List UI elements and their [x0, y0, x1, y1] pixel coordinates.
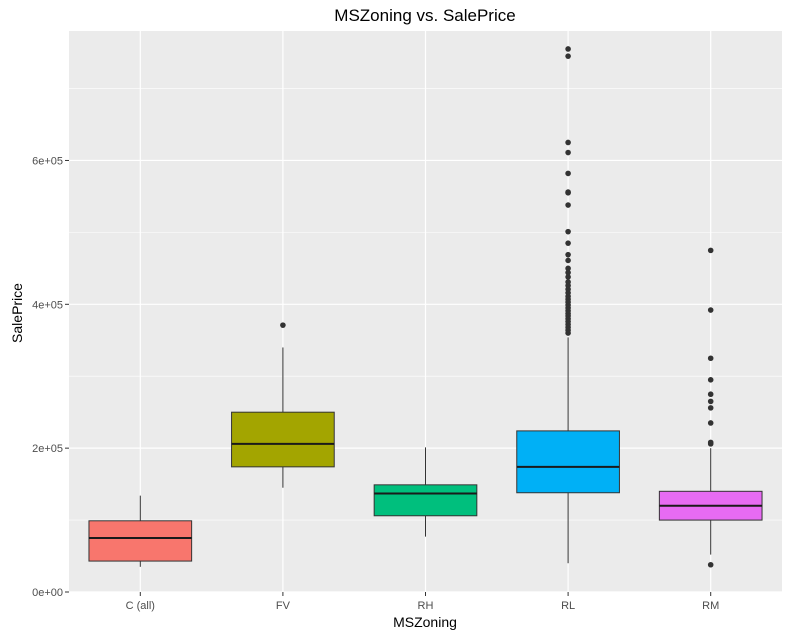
outlier-point: [565, 202, 571, 208]
outlier-point: [707, 439, 714, 446]
box-iqr: [231, 411, 335, 468]
y-axis-title: SalePrice: [9, 283, 25, 343]
outlier-point: [707, 391, 714, 398]
x-axis-title: MSZoning: [393, 614, 457, 630]
outlier-point: [565, 46, 571, 52]
x-axis: C (all) FV RH RL RM: [126, 592, 719, 612]
outlier-point: [565, 257, 571, 264]
outlier-point: [280, 322, 286, 328]
box-iqr: [88, 520, 193, 562]
outlier-point: [707, 307, 714, 313]
outlier-point: [707, 355, 714, 362]
x-tick-label: RH: [418, 600, 434, 612]
y-axis: 0e+00 2e+05 4e+05 6e+05: [32, 155, 69, 599]
box-fv: [231, 322, 335, 488]
outlier-point: [707, 247, 714, 254]
y-tick-label: 4e+05: [32, 299, 63, 311]
box-rh: [373, 447, 478, 537]
outlier-point: [565, 139, 571, 146]
outlier-point: [565, 189, 571, 195]
box-rl: [516, 46, 620, 564]
outlier-point: [707, 398, 714, 405]
outlier-point: [565, 240, 571, 246]
x-tick-label: RM: [702, 600, 719, 612]
box-rm: [658, 247, 763, 568]
outlier-point: [707, 561, 714, 568]
x-tick-label: C (all): [126, 600, 155, 612]
outlier-point: [565, 149, 571, 156]
outlier-point: [565, 269, 571, 276]
outlier-point: [565, 53, 571, 59]
outlier-point: [707, 405, 714, 411]
y-tick-label: 6e+05: [32, 155, 63, 167]
outlier-point: [565, 170, 571, 177]
y-tick-label: 0e+00: [32, 587, 63, 599]
outlier-point: [565, 251, 571, 258]
box-c-all: [88, 495, 193, 567]
outlier-point: [707, 377, 714, 383]
outlier-point: [565, 279, 571, 285]
x-tick-label: FV: [276, 600, 291, 612]
y-tick-label: 2e+05: [32, 443, 63, 455]
box-iqr: [516, 430, 620, 494]
outlier-point: [565, 265, 571, 272]
chart-title: MSZoning vs. SalePrice: [334, 6, 515, 25]
x-tick-label: RL: [561, 600, 575, 612]
outlier-point: [565, 274, 571, 280]
outlier-point: [707, 420, 714, 426]
box-iqr: [373, 484, 478, 517]
outlier-point: [565, 228, 571, 235]
box-series: [88, 46, 763, 568]
